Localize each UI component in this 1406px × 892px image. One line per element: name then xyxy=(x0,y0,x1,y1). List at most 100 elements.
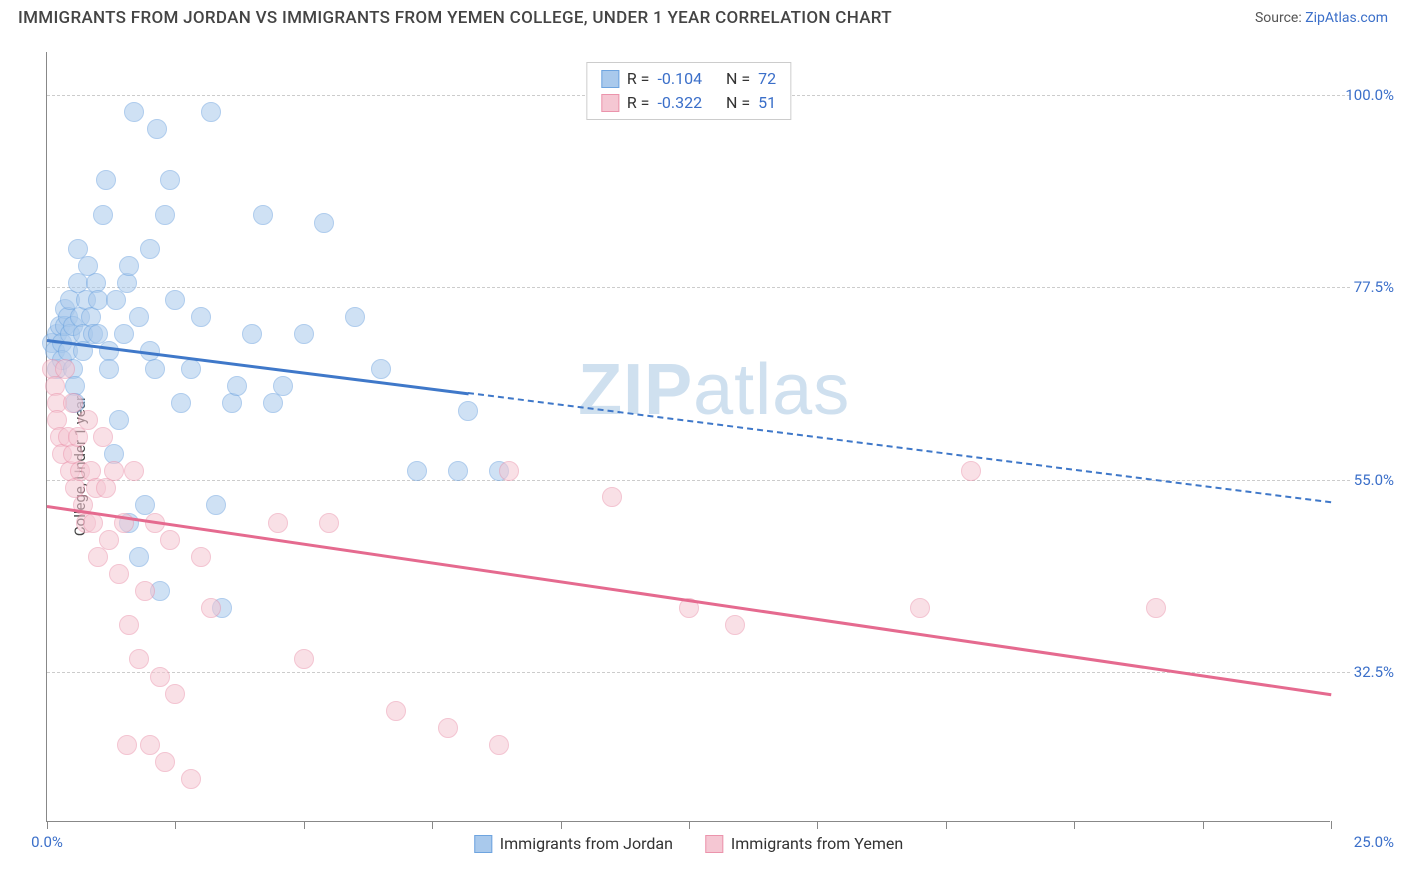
point-jordan xyxy=(93,205,113,225)
x-tick xyxy=(1203,821,1204,829)
point-yemen xyxy=(165,684,185,704)
point-jordan xyxy=(273,376,293,396)
point-yemen xyxy=(63,393,83,413)
point-jordan xyxy=(371,359,391,379)
point-jordan xyxy=(263,393,283,413)
point-jordan xyxy=(117,273,137,293)
x-tick xyxy=(1331,821,1332,829)
trend-line xyxy=(47,505,1331,696)
point-jordan xyxy=(181,359,201,379)
x-tick-label: 0.0% xyxy=(31,833,63,851)
point-jordan xyxy=(222,393,242,413)
point-yemen xyxy=(55,359,75,379)
series-legend: Immigrants from Jordan Immigrants from Y… xyxy=(474,834,903,853)
plot-area: ZIPatlas R = -0.104 N = 72 R = -0.322 N … xyxy=(46,52,1330,822)
point-yemen xyxy=(135,581,155,601)
point-jordan xyxy=(227,376,247,396)
point-yemen xyxy=(155,752,175,772)
x-tick xyxy=(817,821,818,829)
y-tick-label: 55.0% xyxy=(1338,471,1394,489)
source-link[interactable]: ZipAtlas.com xyxy=(1305,10,1388,26)
point-yemen xyxy=(319,513,339,533)
r-label: R = xyxy=(627,91,650,115)
point-jordan xyxy=(253,205,273,225)
point-jordan xyxy=(458,401,478,421)
point-jordan xyxy=(191,307,211,327)
point-jordan xyxy=(345,307,365,327)
point-jordan xyxy=(99,359,119,379)
y-tick-label: 77.5% xyxy=(1338,278,1394,296)
chart-container: College, Under 1 year ZIPatlas R = -0.10… xyxy=(0,40,1406,892)
point-jordan xyxy=(155,205,175,225)
x-tick xyxy=(175,821,176,829)
point-yemen xyxy=(124,461,144,481)
point-jordan xyxy=(314,213,334,233)
point-yemen xyxy=(78,410,98,430)
point-yemen xyxy=(201,598,221,618)
point-jordan xyxy=(147,119,167,139)
chart-source: Source: ZipAtlas.com xyxy=(1255,10,1388,26)
source-prefix: Source: xyxy=(1255,10,1305,26)
watermark: ZIPatlas xyxy=(578,349,850,431)
legend-item-yemen: Immigrants from Yemen xyxy=(705,834,903,853)
point-jordan xyxy=(106,290,126,310)
point-jordan xyxy=(96,170,116,190)
point-yemen xyxy=(104,461,124,481)
point-yemen xyxy=(268,513,288,533)
point-yemen xyxy=(93,427,113,447)
point-jordan xyxy=(129,307,149,327)
point-yemen xyxy=(294,649,314,669)
point-jordan xyxy=(201,102,221,122)
point-yemen xyxy=(119,615,139,635)
point-yemen xyxy=(129,649,149,669)
n-value-yemen: 51 xyxy=(758,91,776,115)
legend-label-yemen: Immigrants from Yemen xyxy=(731,834,903,853)
x-tick xyxy=(689,821,690,829)
swatch-jordan-icon xyxy=(474,835,492,853)
point-jordan xyxy=(407,461,427,481)
chart-title: IMMIGRANTS FROM JORDAN VS IMMIGRANTS FRO… xyxy=(18,8,892,28)
point-jordan xyxy=(242,324,262,344)
gridline xyxy=(47,287,1350,288)
point-yemen xyxy=(1146,598,1166,618)
point-jordan xyxy=(124,102,144,122)
r-value-yemen: -0.322 xyxy=(657,91,702,115)
gridline xyxy=(47,672,1350,673)
point-yemen xyxy=(725,615,745,635)
point-yemen xyxy=(489,735,509,755)
point-yemen xyxy=(83,513,103,533)
x-tick-label: 25.0% xyxy=(1338,833,1394,851)
point-jordan xyxy=(119,256,139,276)
r-value-jordan: -0.104 xyxy=(657,67,702,91)
point-yemen xyxy=(181,769,201,789)
swatch-yemen-icon xyxy=(705,835,723,853)
x-tick xyxy=(946,821,947,829)
point-yemen xyxy=(499,461,519,481)
n-value-jordan: 72 xyxy=(758,67,776,91)
point-yemen xyxy=(160,530,180,550)
legend-row-yemen: R = -0.322 N = 51 xyxy=(601,91,776,115)
point-yemen xyxy=(386,701,406,721)
trend-line xyxy=(468,392,1331,503)
point-yemen xyxy=(961,461,981,481)
point-jordan xyxy=(165,290,185,310)
point-yemen xyxy=(99,530,119,550)
r-label: R = xyxy=(627,67,650,91)
point-yemen xyxy=(438,718,458,738)
point-yemen xyxy=(117,735,137,755)
x-tick xyxy=(1074,821,1075,829)
swatch-jordan xyxy=(601,70,619,88)
point-yemen xyxy=(602,487,622,507)
chart-header: IMMIGRANTS FROM JORDAN VS IMMIGRANTS FRO… xyxy=(0,0,1406,32)
point-jordan xyxy=(160,170,180,190)
watermark-rest: atlas xyxy=(693,350,850,430)
legend-item-jordan: Immigrants from Jordan xyxy=(474,834,673,853)
point-yemen xyxy=(150,667,170,687)
point-jordan xyxy=(294,324,314,344)
point-yemen xyxy=(910,598,930,618)
point-jordan xyxy=(171,393,191,413)
point-yemen xyxy=(96,478,116,498)
point-yemen xyxy=(109,564,129,584)
legend-row-jordan: R = -0.104 N = 72 xyxy=(601,67,776,91)
swatch-yemen xyxy=(601,94,619,112)
